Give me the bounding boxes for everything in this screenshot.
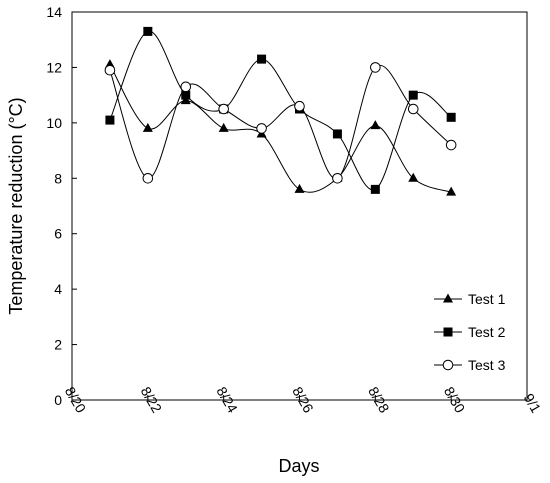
legend-label: Test 1 [468, 291, 506, 307]
y-axis: 0 2 4 6 8 10 12 14 [46, 4, 77, 408]
data-point [105, 115, 115, 125]
data-point [446, 186, 457, 196]
data-point [104, 64, 116, 76]
legend-label: Test 2 [468, 324, 506, 340]
series-2 [105, 26, 456, 194]
y-tick-label: 14 [46, 4, 62, 20]
y-tick-label: 12 [46, 59, 62, 75]
series-layer [104, 26, 457, 196]
data-point [180, 81, 192, 93]
data-point [332, 172, 343, 184]
legend: Test 1 Test 2 Test 3 [434, 291, 506, 373]
data-point [332, 129, 342, 139]
y-tick-label: 0 [54, 392, 62, 408]
y-tick-label: 2 [54, 337, 62, 353]
plot-border [71, 11, 528, 401]
y-tick-label: 10 [46, 115, 62, 131]
y-tick-label: 6 [54, 226, 62, 242]
data-point [370, 62, 381, 73]
data-point [218, 103, 229, 115]
data-point [370, 120, 381, 130]
data-point [408, 172, 419, 182]
data-point [408, 90, 418, 100]
data-point [294, 183, 305, 193]
plot-area [71, 11, 528, 401]
series-line [109, 64, 452, 193]
data-point [407, 103, 419, 115]
data-point [370, 184, 380, 194]
data-point [218, 122, 229, 132]
data-point [256, 123, 267, 134]
y-tick-label: 8 [54, 170, 62, 186]
series-line [109, 30, 452, 191]
data-point [181, 90, 191, 100]
data-point [143, 26, 153, 36]
legend-marker [443, 327, 453, 337]
series-3 [104, 62, 457, 184]
legend-item: Test 3 [434, 357, 506, 373]
y-tick-label: 4 [54, 281, 62, 297]
legend-marker [442, 359, 454, 371]
legend-item: Test 1 [434, 291, 506, 307]
data-point [142, 122, 153, 132]
data-point [445, 139, 457, 151]
data-point [142, 172, 154, 184]
data-point [446, 112, 456, 122]
legend-marker [443, 293, 453, 303]
data-point [180, 95, 191, 105]
x-axis-title: Days [278, 456, 319, 476]
data-point [294, 100, 305, 112]
legend-label: Test 3 [468, 357, 506, 373]
legend-item: Test 2 [434, 324, 506, 340]
x-tick-label: 9/1 [521, 391, 545, 416]
y-axis-title: Temperature reduction (°C) [6, 97, 26, 314]
x-tick-label: 8/20 [62, 384, 90, 416]
series-line [109, 64, 452, 179]
data-point [257, 54, 267, 64]
